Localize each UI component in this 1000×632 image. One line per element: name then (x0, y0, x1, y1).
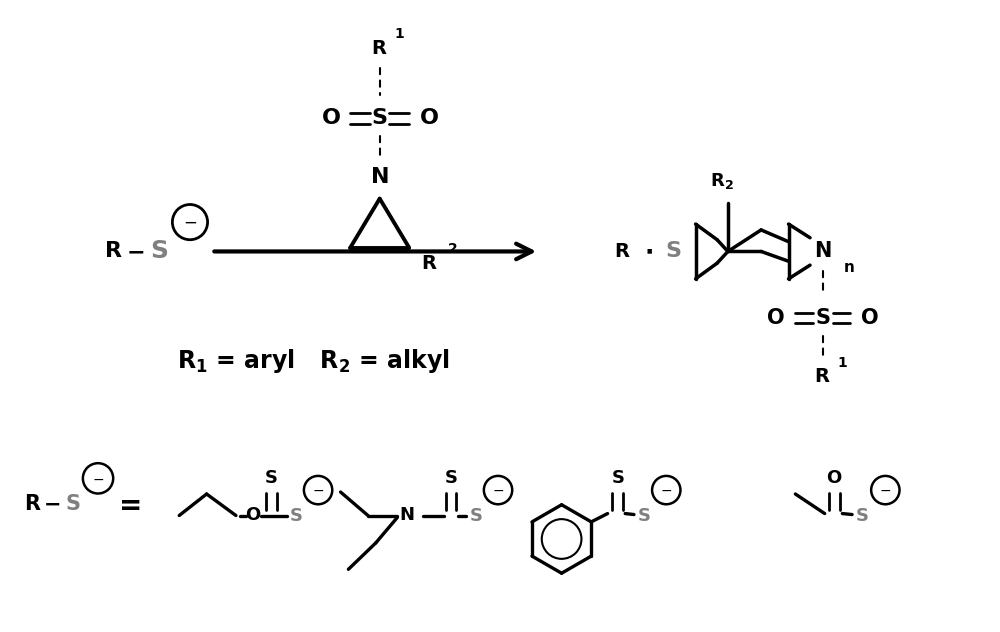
Text: $\mathbf{S}$: $\mathbf{S}$ (289, 506, 302, 525)
Text: $\mathbf{R}$: $\mathbf{R}$ (814, 367, 831, 386)
Text: $\mathbf{=}$: $\mathbf{=}$ (113, 490, 140, 518)
Text: $\mathbf{O}$: $\mathbf{O}$ (321, 109, 341, 128)
Text: $\mathbf{S}$: $\mathbf{S}$ (264, 470, 278, 487)
Text: $\mathbf{-}$: $\mathbf{-}$ (43, 494, 61, 514)
Text: $\mathbf{1}$: $\mathbf{1}$ (837, 356, 848, 370)
Text: $\mathbf{S}$: $\mathbf{S}$ (65, 494, 80, 514)
Text: $\mathbf{2}$: $\mathbf{2}$ (447, 243, 457, 257)
Text: $-$: $-$ (92, 471, 104, 485)
Text: $-$: $-$ (492, 483, 504, 497)
Text: $\boldsymbol{\cdot}$: $\boldsymbol{\cdot}$ (644, 240, 653, 264)
Text: $\mathbf{R_2}$: $\mathbf{R_2}$ (710, 171, 734, 191)
Text: $\mathbf{O}$: $\mathbf{O}$ (826, 470, 843, 487)
Text: $\mathbf{n}$: $\mathbf{n}$ (843, 260, 855, 274)
Text: $\mathbf{R}$: $\mathbf{R}$ (614, 242, 631, 261)
Text: $\mathbf{R}$: $\mathbf{R}$ (24, 494, 41, 514)
Text: $\mathbf{R_1}$ = aryl   $\mathbf{R_2}$ = alkyl: $\mathbf{R_1}$ = aryl $\mathbf{R_2}$ = a… (177, 347, 450, 375)
Text: $\mathbf{S}$: $\mathbf{S}$ (444, 470, 458, 487)
Text: $\mathbf{R}$: $\mathbf{R}$ (421, 253, 437, 272)
Text: $-$: $-$ (312, 483, 324, 497)
Text: $\mathbf{-}$: $\mathbf{-}$ (126, 241, 144, 262)
Text: $-$: $-$ (183, 213, 197, 231)
Text: $\mathbf{S}$: $\mathbf{S}$ (815, 308, 830, 328)
Text: $\mathbf{O}$: $\mathbf{O}$ (766, 308, 785, 328)
Text: $\mathbf{1}$: $\mathbf{1}$ (394, 27, 405, 41)
Text: $\mathbf{S}$: $\mathbf{S}$ (150, 240, 168, 264)
Text: $\mathbf{N}$: $\mathbf{N}$ (399, 506, 415, 523)
Text: $\mathbf{S}$: $\mathbf{S}$ (611, 470, 624, 487)
Text: $\mathbf{S}$: $\mathbf{S}$ (855, 506, 869, 525)
Text: $\mathbf{S}$: $\mathbf{S}$ (637, 506, 651, 525)
Text: $\mathbf{S}$: $\mathbf{S}$ (469, 506, 482, 525)
Text: $\mathbf{N}$: $\mathbf{N}$ (814, 241, 831, 262)
Text: $-$: $-$ (660, 483, 672, 497)
Text: $\mathbf{N}$: $\mathbf{N}$ (370, 167, 389, 187)
Text: $\mathbf{S}$: $\mathbf{S}$ (665, 241, 681, 262)
Text: $\mathbf{O}$: $\mathbf{O}$ (419, 109, 439, 128)
Text: $\mathbf{O}$: $\mathbf{O}$ (245, 506, 262, 523)
Text: $\mathbf{O}$: $\mathbf{O}$ (860, 308, 879, 328)
Text: $-$: $-$ (879, 483, 891, 497)
Text: $\mathbf{R}$: $\mathbf{R}$ (371, 39, 388, 58)
Text: $\mathbf{R}$: $\mathbf{R}$ (104, 241, 123, 262)
Text: $\mathbf{S}$: $\mathbf{S}$ (371, 109, 388, 128)
